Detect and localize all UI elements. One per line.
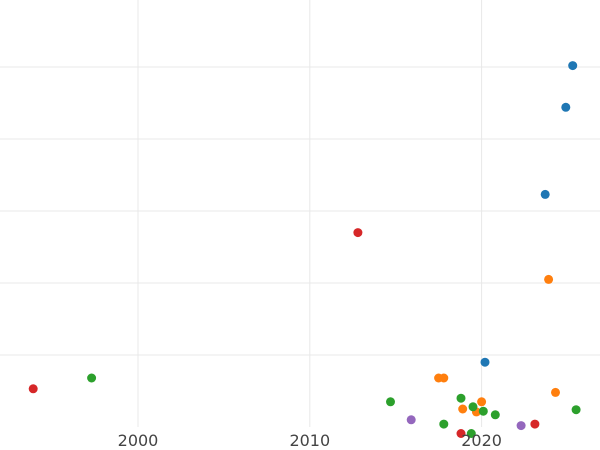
data-point xyxy=(478,406,488,416)
data-point xyxy=(439,373,449,383)
data-point xyxy=(439,419,449,429)
data-point xyxy=(490,410,500,420)
x-tick-label: 2000 xyxy=(118,431,159,450)
data-point xyxy=(353,228,363,238)
data-point xyxy=(568,61,578,71)
data-point xyxy=(456,393,466,403)
data-point xyxy=(516,421,526,431)
data-point xyxy=(544,274,554,284)
data-point xyxy=(571,405,581,415)
data-point xyxy=(458,404,468,414)
data-point xyxy=(87,373,97,383)
data-point xyxy=(540,189,550,199)
data-point xyxy=(480,357,490,367)
data-point xyxy=(561,102,571,112)
data-point xyxy=(477,397,487,407)
x-tick-label: 2010 xyxy=(289,431,330,450)
data-point xyxy=(456,429,466,438)
data-point xyxy=(551,387,560,397)
data-point xyxy=(468,402,478,412)
x-tick-label: 2020 xyxy=(461,431,502,450)
data-point xyxy=(530,419,540,429)
x-axis-ticks: 2000 2010 2020 xyxy=(118,431,502,450)
data-point xyxy=(386,397,395,407)
data-point xyxy=(406,415,416,425)
data-points xyxy=(28,61,581,438)
data-point xyxy=(466,429,476,438)
data-point xyxy=(28,384,38,394)
grid xyxy=(0,0,600,427)
